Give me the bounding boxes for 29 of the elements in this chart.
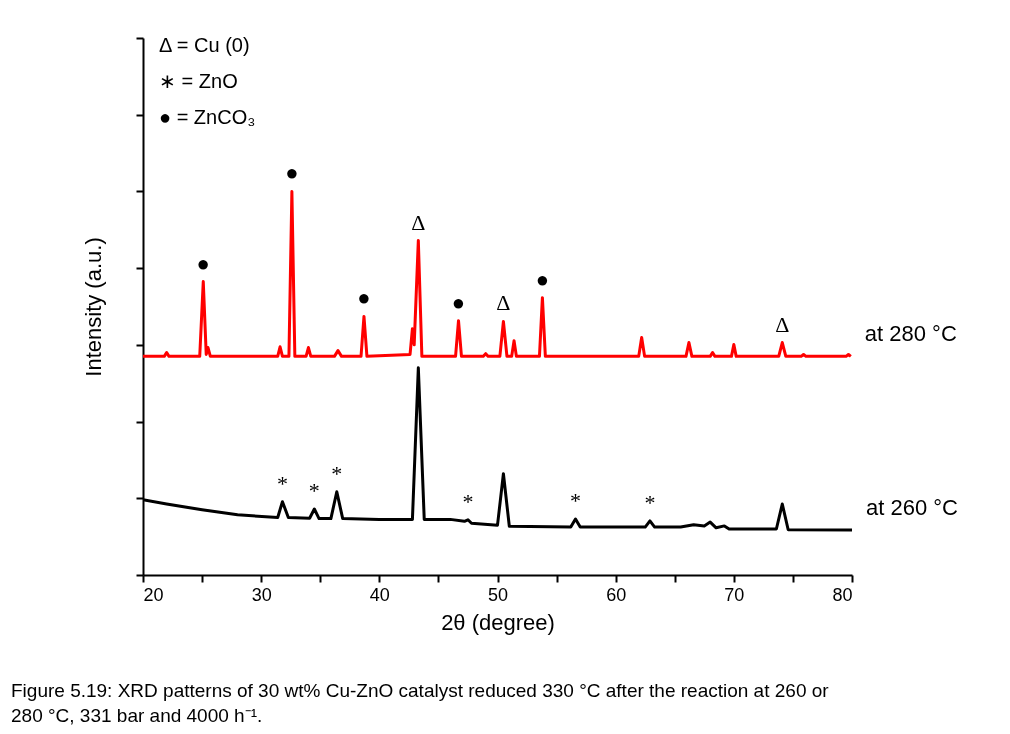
annotation: *	[569, 488, 581, 513]
annotation: *	[331, 460, 343, 486]
x-tick-label: 70	[724, 584, 745, 605]
annotation: ●	[535, 266, 550, 292]
annotation: *	[276, 470, 288, 496]
series-label: at 280 °C	[864, 321, 957, 347]
text: ● = ZnCO₃	[159, 106, 256, 128]
x-tick-label: 40	[369, 584, 390, 605]
annotation: ●	[451, 289, 466, 315]
annotation: *	[308, 478, 320, 504]
series-label: at 260 °C	[866, 495, 959, 521]
text: Δ = Cu (0)	[159, 34, 250, 56]
x-tick-label: 20	[143, 584, 164, 605]
annotation: ●	[196, 250, 210, 276]
x-axis-title: 2θ (degree)	[441, 609, 555, 635]
annotation: Δ	[411, 209, 426, 235]
x-tick-label: 80	[832, 584, 853, 605]
x-tick-label: 30	[251, 584, 272, 605]
annotation: Δ	[496, 290, 511, 316]
annotation: ●	[357, 285, 371, 311]
annotation: *	[462, 488, 474, 514]
x-tick-label: 50	[487, 584, 509, 605]
text: ∗ = ZnO	[159, 70, 238, 92]
annotation: ●	[285, 160, 299, 186]
x-tick-label: 60	[606, 584, 627, 605]
y-axis-title: Intensity (a.u.)	[80, 237, 106, 377]
caption: Figure 5.19: XRD patterns of 30 wt% Cu-ZnO catalyst reduced 330 °C after the reaction at 260 or 280 °C, 331 bar and 4000 h⁻¹.	[11, 680, 830, 726]
annotation: Δ	[775, 311, 790, 337]
annotation: *	[644, 489, 656, 515]
